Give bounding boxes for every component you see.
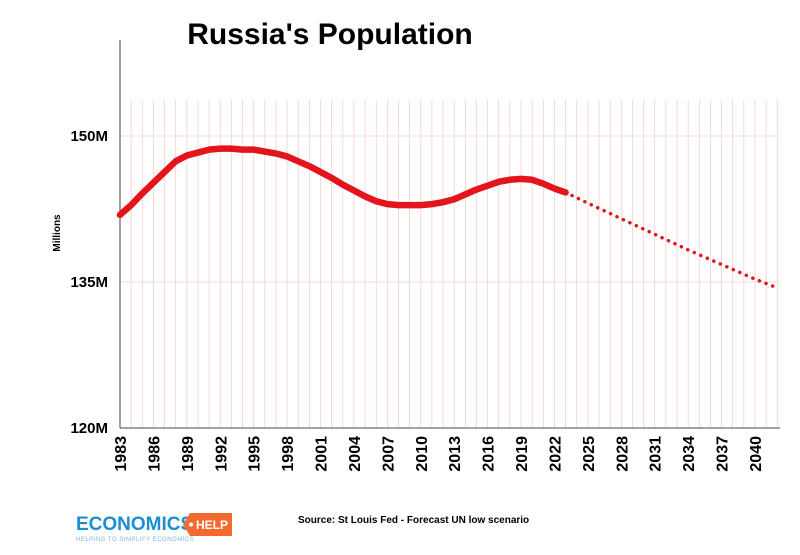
x-tick-label: 2028 [614, 436, 631, 472]
logo-help-text: HELP [196, 518, 228, 532]
x-tick-label: 2001 [314, 436, 331, 472]
y-axis-label: Millions [52, 214, 63, 252]
y-tick-label: 135M [70, 274, 108, 291]
x-tick-label: 2034 [681, 436, 698, 472]
forecast-line [563, 190, 780, 290]
y-tick-labels: 120M 135M 150M [70, 128, 108, 437]
x-tick-label: 2037 [715, 436, 732, 472]
logo-tagline: HELPING TO SIMPLIFY ECONOMICS [76, 537, 194, 543]
grid [119, 100, 780, 428]
economics-help-logo[interactable]: ECONOMICS HELP HELPING TO SIMPLIFY ECONO… [76, 513, 232, 543]
logo-text: ECONOMICS [76, 514, 193, 535]
x-tick-label: 1989 [180, 436, 197, 472]
x-tick-label: 1986 [146, 436, 163, 472]
x-tick-label: 2013 [447, 436, 464, 472]
x-tick-label: 2025 [581, 436, 598, 472]
x-tick-labels: 1983 1986 1989 1992 1995 1998 2001 2004 2007 2010… [113, 436, 765, 472]
x-tick-label: 2016 [481, 436, 498, 472]
chart-title: Russia's Population [187, 18, 473, 51]
series-layer [116, 145, 780, 290]
x-tick-label: 2019 [514, 436, 531, 472]
logo-tag-shape [183, 513, 232, 536]
x-tick-label: 1998 [280, 436, 297, 472]
x-tick-label: 2040 [748, 436, 765, 472]
y-tick-label: 120M [70, 420, 108, 437]
x-tick-label: 2010 [414, 436, 431, 472]
x-tick-label: 2007 [380, 436, 397, 472]
x-tick-label: 2022 [547, 436, 564, 472]
x-tick-label: 2004 [347, 436, 364, 472]
logo-tag-hole [189, 522, 193, 527]
x-tick-label: 1992 [213, 436, 230, 472]
x-tick-label: 2031 [648, 436, 665, 472]
x-tick-label: 1995 [247, 436, 264, 472]
source-note: Source: St Louis Fed - Forecast UN low s… [298, 515, 529, 526]
x-tick-label: 1983 [113, 436, 130, 472]
population-line [116, 145, 569, 219]
y-tick-label: 150M [70, 128, 108, 145]
axes [119, 40, 780, 429]
